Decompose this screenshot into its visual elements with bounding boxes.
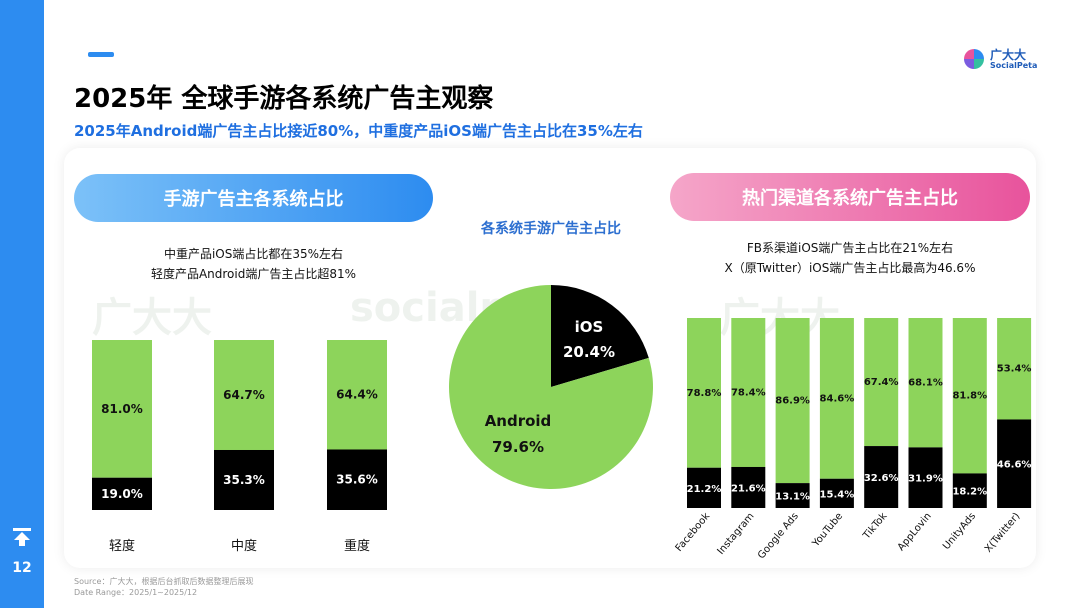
category-label: 轻度 (109, 538, 135, 554)
left-note-line-2: 轻度产品Android端广告主占比超81% (150, 267, 357, 281)
bar-ios (327, 449, 387, 510)
bar-ios (214, 449, 274, 510)
data-label-android: 64.4% (336, 388, 378, 402)
data-label-android: 78.4% (731, 387, 766, 398)
data-label-ios: 46.6% (997, 460, 1032, 471)
logo-icon (964, 49, 984, 69)
bar-android (687, 318, 721, 468)
source-note: Source：广大大，根据后台抓取后数据整理后展现 Date Range：202… (74, 576, 253, 598)
brand-logo: 广大大 SocialPeta (963, 46, 1043, 74)
bar-android (819, 318, 854, 479)
category-label: AppLovin (896, 511, 934, 553)
bar-ios (952, 473, 987, 508)
pie-slice-android (449, 285, 653, 489)
bar-ios (819, 478, 854, 508)
sidebar: 12 (0, 0, 44, 608)
data-label-android: 86.9% (775, 396, 810, 407)
source-line: Source：广大大，根据后台抓取后数据整理后展现 (74, 577, 254, 586)
bar-android (775, 318, 810, 484)
page-title: 2025年 全球手游各系统广告主观察 (74, 84, 494, 114)
right-note-line-1: FB系渠道iOS端广告主占比在21%左右 (746, 241, 954, 255)
page-number: 12 (12, 560, 32, 576)
category-label: Instagram (715, 511, 756, 557)
bar-android (952, 318, 987, 474)
bar-android (864, 318, 899, 447)
bar-ios (908, 447, 943, 508)
right-note-line-2: X（原Twitter）iOS端广告主占比最高为46.6% (724, 261, 976, 275)
category-label: Facebook (674, 511, 713, 554)
data-label-ios: 13.1% (775, 492, 810, 503)
bar-android (327, 340, 387, 450)
page-subtitle: 2025年Android端广告主占比接近80%，中重度产品iOS端广告主占比在3… (74, 122, 643, 140)
category-label: X(Twitter) (983, 511, 1022, 555)
category-label: Google Ads (756, 511, 801, 561)
bar-android (731, 318, 766, 467)
pie-chart-title: 各系统手游广告主占比 (481, 221, 621, 237)
watermark: 广大大 (92, 295, 212, 341)
data-label-ios: 19.0% (101, 487, 143, 501)
data-label-android: 81.0% (101, 402, 143, 416)
data-label-ios: 15.4% (820, 489, 855, 500)
left-note-line-1: 中重产品iOS端占比都在35%左右 (163, 247, 344, 261)
title-accent-bar (88, 52, 114, 57)
bar-android (214, 340, 274, 450)
bar-ios (864, 446, 899, 508)
logo-text-cn: 广大大 (990, 48, 1027, 62)
data-label-ios: 21.2% (687, 484, 722, 495)
logo-text-en: SocialPeta (990, 61, 1038, 70)
right-panel-note: FB系渠道iOS端广告主占比在21%左右 X（原Twitter）iOS端广告主占… (660, 238, 1040, 278)
category-label: 中度 (231, 538, 257, 554)
category-label: UnityAds (941, 511, 978, 552)
data-label-ios: 18.2% (952, 487, 987, 498)
data-label-ios: 21.6% (731, 483, 766, 494)
pie-label-android-name: Android (485, 412, 552, 430)
bar-ios (997, 419, 1032, 508)
pie-label-ios-name: iOS (575, 318, 604, 336)
data-label-android: 64.7% (223, 388, 265, 402)
data-label-android: 84.6% (820, 393, 855, 404)
right-stacked-bar-chart: 78.8% 21.2% Facebook 78.4% 21.6% Instagram 86.… (674, 318, 1032, 561)
data-label-android: 78.8% (687, 388, 722, 399)
data-label-ios: 35.3% (223, 473, 265, 487)
bar-ios (687, 467, 721, 508)
left-stacked-bar-chart: 81.0% 19.0% 轻度 64.7% 35.3% 中度 64.4% 35.6% 重度 (92, 340, 387, 554)
bar-ios (775, 483, 810, 508)
pie-label-ios-value: 20.4% (563, 343, 615, 361)
back-to-top-icon[interactable] (11, 526, 33, 548)
bar-android (92, 340, 152, 478)
pie-label-android-value: 79.6% (492, 438, 544, 456)
pie-chart: iOS 20.4% Android 79.6% (449, 285, 653, 489)
left-panel-heading: 手游广告主各系统占比 (74, 174, 433, 222)
category-label: 重度 (344, 538, 370, 554)
pie-slice-ios (551, 285, 649, 387)
category-label: TikTok (861, 511, 890, 543)
bar-ios (731, 466, 766, 508)
category-label: YouTube (810, 511, 845, 550)
data-label-ios: 35.6% (336, 473, 378, 487)
bar-android (997, 318, 1032, 420)
date-range-line: Date Range：2025/1~2025/12 (74, 588, 198, 597)
left-panel-note: 中重产品iOS端占比都在35%左右 轻度产品Android端广告主占比超81% (98, 244, 409, 284)
data-label-ios: 31.9% (908, 474, 943, 485)
right-panel-heading: 热门渠道各系统广告主占比 (670, 173, 1030, 221)
data-label-ios: 32.6% (864, 473, 899, 484)
data-label-android: 68.1% (908, 378, 943, 389)
data-label-android: 81.8% (952, 391, 987, 402)
bar-ios (92, 477, 152, 510)
data-label-android: 67.4% (864, 377, 899, 388)
data-label-android: 53.4% (997, 364, 1032, 375)
bar-android (908, 318, 943, 448)
